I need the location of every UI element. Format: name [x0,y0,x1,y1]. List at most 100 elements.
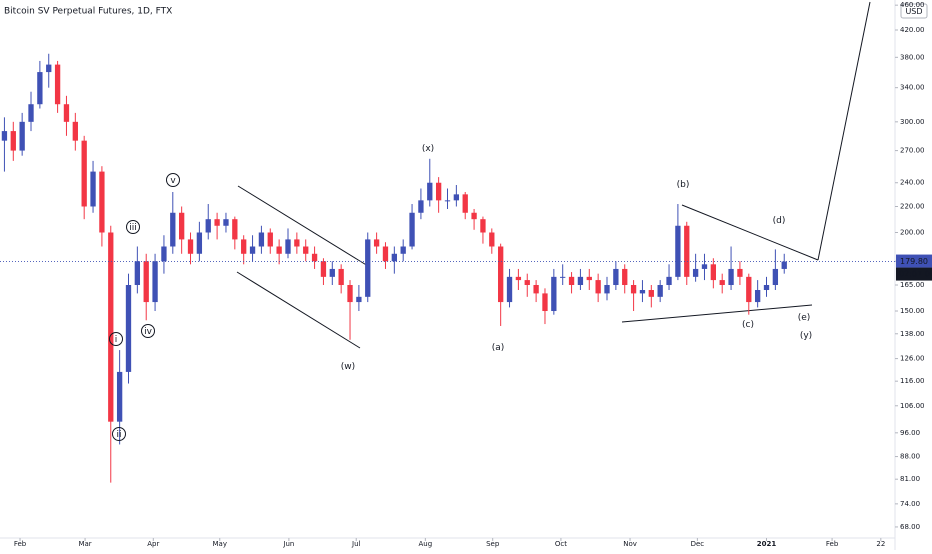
x-tick-label: Nov [623,540,637,548]
candle-body [99,171,105,233]
candle-body [276,246,282,254]
candle-body [630,285,637,294]
wave-label: (e) [798,313,811,323]
candle-body [338,268,344,286]
wave-label: (x) [422,144,434,154]
candle-body [639,290,646,294]
candle-body [657,285,663,297]
candle-body [311,253,318,262]
candle-body [303,246,309,254]
countdown: 02:07:09 [899,270,932,279]
candle-body [37,72,43,105]
wave-circle [109,332,123,346]
candle-body [214,219,220,226]
trend-line [621,304,813,323]
x-tick-label: Aug [419,540,433,548]
y-tick-label: 420.00 [900,26,925,34]
candle-body [772,268,779,286]
candle-body [754,290,761,303]
x-tick-label: Feb [826,540,839,548]
candle-body [533,285,539,294]
candle-body [28,104,34,122]
candle-body [196,232,203,254]
y-tick-label: 74.00 [900,500,920,508]
candle-body [489,232,495,247]
x-tick-label: Feb [14,540,27,548]
candle-body [72,121,78,141]
candle-body [205,219,211,233]
x-tick-label: Mar [78,540,91,548]
candle-body [453,194,460,201]
candle-body [249,246,256,254]
candle-body [54,64,61,105]
wave-circle [141,324,155,338]
y-tick-label: 300.00 [900,118,925,126]
candle-body [710,264,716,281]
candle-body [418,200,424,213]
candle-body [737,268,743,277]
candle-body [524,280,530,286]
candle-body [648,290,654,297]
candle-body [568,276,575,286]
candle-body [116,371,123,422]
candle-body [241,239,247,254]
candle-body [427,182,433,201]
x-tick-label: Jun [282,540,294,548]
y-tick-label: 340.00 [900,84,925,92]
candle-body [285,239,291,254]
candle-body [675,225,681,277]
candle-body [373,239,380,247]
wave-circle [112,427,126,441]
trend-line [236,271,361,349]
candle-body [294,239,300,247]
candle-body [613,268,619,286]
trend-line [817,1,871,261]
trend-line [237,185,369,267]
x-tick-label: Jul [351,540,361,548]
candle-body [187,239,194,254]
countdown-badge [896,267,932,281]
y-tick-label: 106.00 [900,402,925,410]
candle-body [1,131,8,141]
candle-body [480,219,486,233]
wave-label: (c) [742,320,754,330]
y-tick-label: 150.00 [900,307,925,315]
candle-body [604,285,610,294]
candle-body [471,212,477,220]
y-tick-label: 460.00 [900,1,925,9]
currency: USD [905,7,922,16]
candle-body [515,276,522,281]
last-price-badge [896,254,932,268]
candle-body [320,261,327,277]
candle-body [329,268,335,277]
y-tick-label: 240.00 [900,179,925,187]
wave-label: (b) [677,180,690,190]
y-tick-label: 88.00 [900,453,920,461]
candle-body [595,280,601,294]
y-tick-label: 165.00 [900,281,925,289]
candle-body [161,246,167,262]
candle-body [267,232,273,247]
x-tick-label: Apr [147,540,159,548]
x-tick-label: Dec [691,540,705,548]
candle-body [400,246,406,254]
candle-body [382,246,389,262]
y-tick-label: 96.00 [900,429,920,437]
candle-body [435,182,442,201]
candle-body [763,285,770,291]
candle-body [692,268,699,277]
y-tick-label: 380.00 [900,53,925,61]
candle-body [666,276,672,286]
last-price-label: 179.80 [900,257,928,266]
wave-label: (d) [773,216,786,226]
chart-title: Bitcoin SV Perpetual Futures, 1D, FTX [4,7,172,17]
candle-body [108,232,114,422]
y-tick-label: 200.00 [900,228,925,236]
wave-label: v [170,176,176,186]
candle-body [391,253,397,262]
x-tick-label: 22 [876,540,885,548]
candle-body [506,276,513,303]
candle-body [179,212,185,240]
x-tick-label: 2021 [757,540,777,548]
